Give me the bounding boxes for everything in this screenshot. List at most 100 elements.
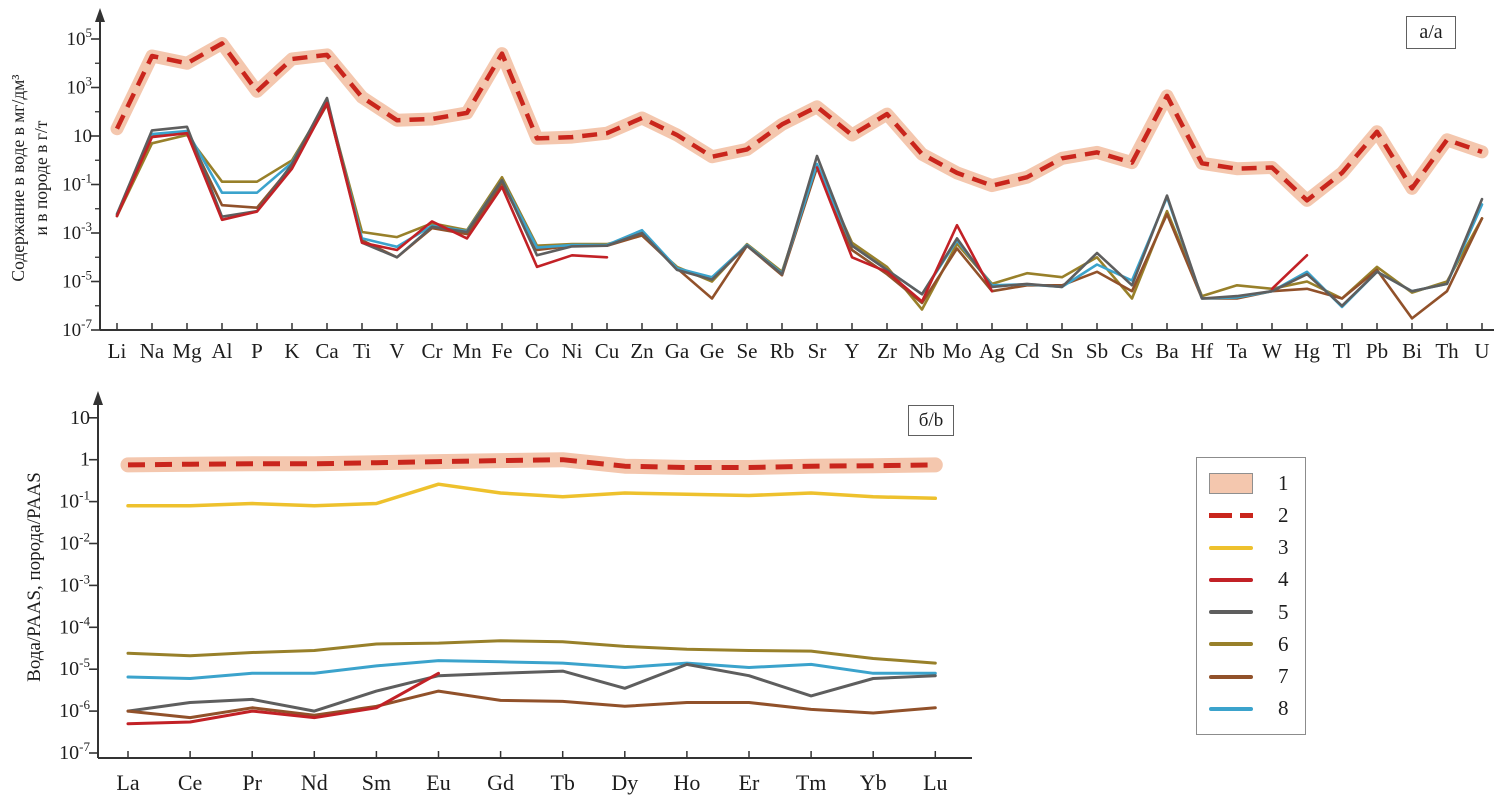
legend-swatch-4-line <box>1209 577 1253 582</box>
legend-item-number: 4 <box>1278 567 1289 592</box>
x-category-label-Cs: Cs <box>1121 339 1143 363</box>
legend-item-number: 3 <box>1278 535 1289 560</box>
y-tick-label: 10 <box>73 126 92 147</box>
x-category-label-Ho: Ho <box>673 770 700 795</box>
x-category-label-Cr: Cr <box>422 339 443 363</box>
legend-item-7: 7 <box>1209 665 1293 689</box>
y-tick-label: 10 <box>70 407 90 429</box>
legend-item-number: 8 <box>1278 696 1289 721</box>
y-tick-label: 10-7 <box>62 316 92 341</box>
y-tick-label: 103 <box>67 74 93 99</box>
x-category-label-Th: Th <box>1435 339 1459 363</box>
panel-a-series-5-line <box>115 96 1484 308</box>
x-category-label-Zn: Zn <box>630 339 654 363</box>
y-axis-arrow <box>93 391 103 405</box>
panel-a-label-box: a/a <box>1406 16 1456 49</box>
x-category-label-Ag: Ag <box>979 339 1005 363</box>
y-axis-title-b: Вода/PAAS, порода/PAAS <box>24 472 45 682</box>
y-tick-label: 10-1 <box>59 488 90 513</box>
panel-a-series-8-line <box>115 99 1484 309</box>
panel-a-series-4-line <box>1270 254 1309 291</box>
x-category-label-Er: Er <box>739 770 760 795</box>
panel-b-series-8-line <box>126 659 937 680</box>
legend-swatch-8-line <box>1209 706 1253 711</box>
legend-swatch-6-line <box>1209 642 1253 647</box>
x-category-label-W: W <box>1262 339 1282 363</box>
panel-a-series-6-line <box>115 100 1484 311</box>
x-category-label-Tl: Tl <box>1333 339 1352 363</box>
legend-item-3: 3 <box>1209 536 1293 560</box>
legend-item-6: 6 <box>1209 632 1293 656</box>
panel-b-label: б/b <box>918 409 944 431</box>
y-tick-label: 10-5 <box>62 268 92 293</box>
y-tick-label: 10-6 <box>59 697 90 722</box>
x-category-label-Ga: Ga <box>665 339 690 363</box>
x-category-label-Pb: Pb <box>1366 339 1388 363</box>
x-category-label-U: U <box>1474 339 1489 363</box>
x-category-label-Yb: Yb <box>860 770 887 795</box>
panel-b-series-5-line <box>126 662 937 713</box>
y-tick-label: 10-5 <box>59 655 90 680</box>
x-category-label-Sr: Sr <box>808 339 827 363</box>
x-category-label-Mg: Mg <box>172 339 202 363</box>
panel-a-series-2-line <box>114 41 1483 203</box>
x-category-label-Tb: Tb <box>550 770 574 795</box>
x-category-label-K: K <box>284 339 299 363</box>
y-tick-label: 10-3 <box>62 219 92 244</box>
legend-swatch-2-dashed-line <box>1209 512 1253 518</box>
y-tick-label: 10-4 <box>59 613 90 638</box>
panel-b-series-4-line <box>126 671 440 726</box>
y-tick-label: 105 <box>67 25 93 50</box>
legend-item-4: 4 <box>1209 568 1293 592</box>
panel-a-series-4-line <box>815 166 994 303</box>
x-category-label-Tm: Tm <box>796 770 827 795</box>
x-category-label-Co: Co <box>525 339 550 363</box>
x-category-label-Cd: Cd <box>1015 339 1040 363</box>
panel-a-label: a/a <box>1419 21 1443 43</box>
x-category-label-Ba: Ba <box>1155 339 1179 363</box>
x-category-label-Fe: Fe <box>492 339 513 363</box>
y-tick-label: 10-1 <box>62 171 92 196</box>
legend-swatch-3-line <box>1209 545 1253 550</box>
x-category-label-Bi: Bi <box>1402 339 1422 363</box>
x-category-label-Rb: Rb <box>770 339 795 363</box>
x-category-label-Lu: Lu <box>923 770 947 795</box>
x-category-label-Pr: Pr <box>242 770 262 795</box>
x-category-label-Na: Na <box>140 339 165 363</box>
x-category-label-P: P <box>251 339 263 363</box>
legend-swatch-7-line <box>1209 674 1253 679</box>
x-category-label-Se: Se <box>737 339 758 363</box>
panel-b: 10 1 10-1 10-2 10-3 10-4 10-5 10-6 10-7 La Ce Pr Nd S… <box>24 391 972 795</box>
panel-b-label-box: б/b <box>908 405 954 436</box>
x-category-label-V: V <box>389 339 404 363</box>
x-category-label-Mo: Mo <box>942 339 971 363</box>
x-category-label-Y: Y <box>844 339 859 363</box>
legend-item-1: 1 <box>1209 471 1293 495</box>
x-category-label-Nb: Nb <box>909 339 935 363</box>
y-tick-label: 10-2 <box>59 530 90 555</box>
x-category-label-Sn: Sn <box>1051 339 1074 363</box>
x-category-label-Sm: Sm <box>362 770 391 795</box>
panel-b-series-6-line <box>126 639 937 665</box>
y-tick-label: 10-3 <box>59 571 90 596</box>
x-category-label-Dy: Dy <box>611 770 638 795</box>
x-category-label-Cu: Cu <box>595 339 620 363</box>
x-category-label-La: La <box>116 770 139 795</box>
x-category-label-Eu: Eu <box>426 770 450 795</box>
x-category-label-Hg: Hg <box>1294 339 1320 363</box>
legend: 1 2 3 4 5 6 7 8 <box>1196 457 1306 735</box>
y-tick-label: 10-7 <box>59 739 90 764</box>
legend-item-number: 2 <box>1278 502 1289 527</box>
panel-b-series-1-band <box>120 452 943 475</box>
x-category-label-Gd: Gd <box>487 770 514 795</box>
panel-a-series-1-band <box>110 37 1489 207</box>
legend-item-number: 1 <box>1278 470 1289 495</box>
x-category-label-Al: Al <box>212 339 233 363</box>
legend-item-8: 8 <box>1209 697 1293 721</box>
x-category-label-Sb: Sb <box>1086 339 1108 363</box>
x-category-label-Ca: Ca <box>315 339 339 363</box>
legend-swatch-1-band <box>1209 472 1253 494</box>
legend-item-number: 5 <box>1278 599 1289 624</box>
